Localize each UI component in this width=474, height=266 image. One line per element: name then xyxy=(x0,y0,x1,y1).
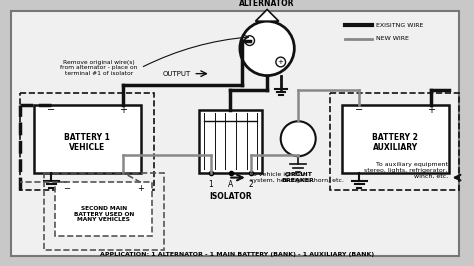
Text: To auxiliary equipment
stereo, lights, refrigerator,
winch, etc.: To auxiliary equipment stereo, lights, r… xyxy=(365,163,448,179)
Text: NEW WIRE: NEW WIRE xyxy=(376,36,409,41)
Bar xyxy=(20,93,155,190)
Text: EXISITNG WIRE: EXISITNG WIRE xyxy=(376,23,423,28)
Text: APPLICATION: 1 ALTERNATOR - 1 MAIN BATTERY (BANK) - 1 AUXILIARY (BANK): APPLICATION: 1 ALTERNATOR - 1 MAIN BATTE… xyxy=(100,252,374,257)
Text: A: A xyxy=(228,180,233,189)
Text: 1: 1 xyxy=(209,180,213,189)
Text: −: − xyxy=(47,105,55,115)
Text: +: + xyxy=(119,105,128,115)
Bar xyxy=(55,182,153,236)
Text: OUTPUT: OUTPUT xyxy=(163,71,191,77)
Bar xyxy=(34,105,141,173)
Circle shape xyxy=(245,36,255,45)
Bar xyxy=(342,105,449,173)
Bar xyxy=(199,110,262,173)
Circle shape xyxy=(281,121,316,156)
Text: SECOND MAIN
BATTERY USED ON
MANY VEHICLES: SECOND MAIN BATTERY USED ON MANY VEHICLE… xyxy=(74,206,134,222)
Text: BATTERY 2
AUXILIARY: BATTERY 2 AUXILIARY xyxy=(373,133,418,152)
Bar xyxy=(44,173,164,251)
Text: CIRCUIT
BREAKER: CIRCUIT BREAKER xyxy=(282,172,315,183)
Text: −: − xyxy=(356,105,364,115)
Text: −: − xyxy=(64,184,71,193)
Text: +: + xyxy=(278,59,283,65)
Text: ALTERNATOR: ALTERNATOR xyxy=(239,0,295,8)
Text: 2: 2 xyxy=(248,180,253,189)
Text: Remove original wire(s)
from alternator - place on
terminal #1 of isolator: Remove original wire(s) from alternator … xyxy=(60,60,138,76)
Text: To vehicle ignition
system, headlights, horn, etc.: To vehicle ignition system, headlights, … xyxy=(250,172,344,183)
Text: +: + xyxy=(427,105,435,115)
Text: +: + xyxy=(137,184,144,193)
Circle shape xyxy=(276,57,285,67)
Text: −: − xyxy=(246,38,253,44)
Bar xyxy=(330,93,458,190)
Polygon shape xyxy=(255,10,279,21)
Circle shape xyxy=(240,21,294,76)
Text: BATTERY 1
VEHICLE: BATTERY 1 VEHICLE xyxy=(64,133,110,152)
Text: ISOLATOR: ISOLATOR xyxy=(210,192,252,201)
